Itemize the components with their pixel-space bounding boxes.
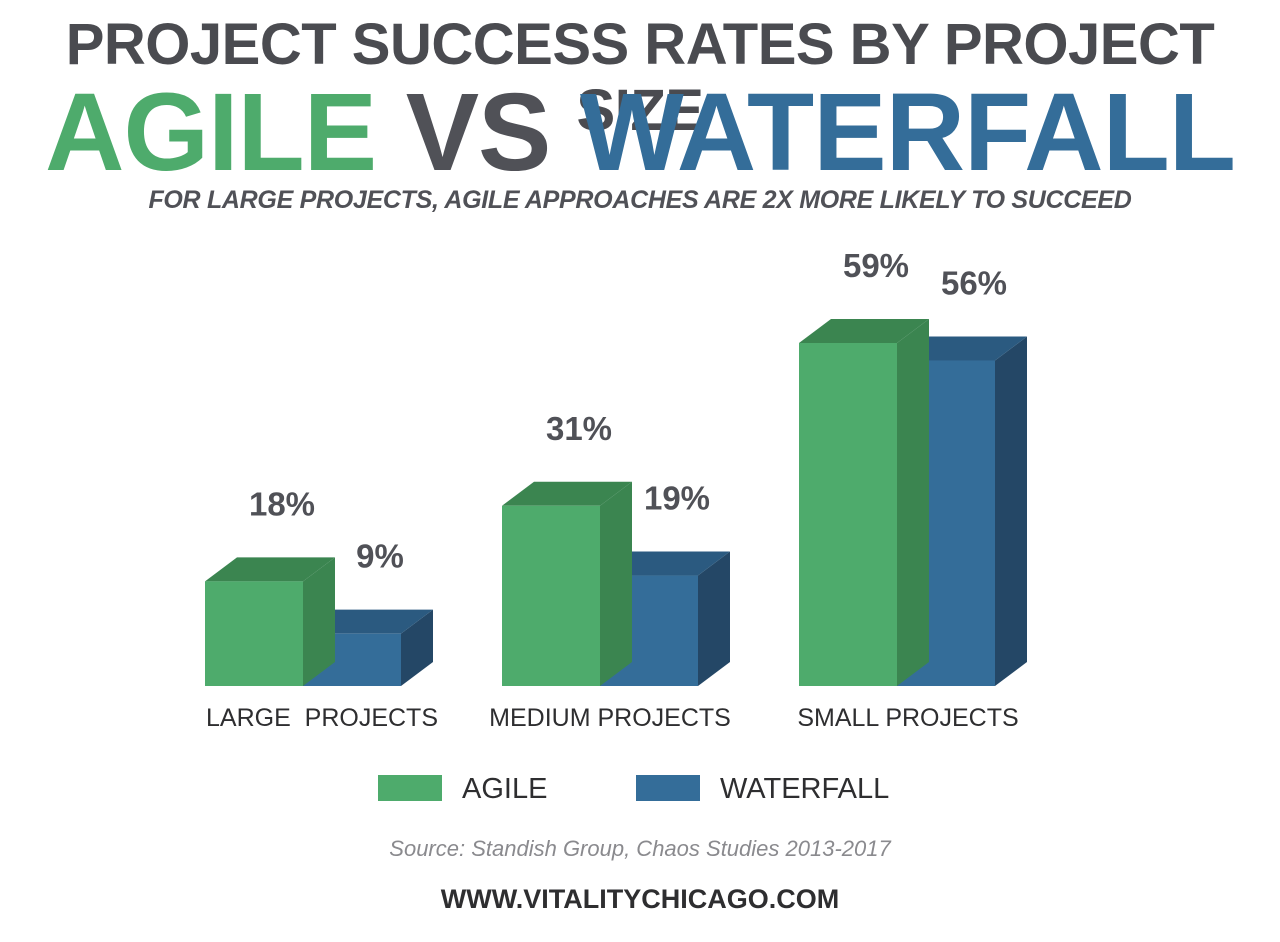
bar-top-waterfall-0: [303, 609, 433, 634]
bar-agile-1: [502, 505, 600, 686]
headline-waterfall: WATERFALL: [580, 71, 1236, 194]
legend-label-agile: AGILE: [462, 773, 548, 805]
value-label-waterfall-2: 56%: [941, 264, 1007, 301]
headline: AGILE VS WATERFALL: [0, 78, 1280, 188]
legend-swatch-agile: [378, 775, 442, 801]
value-label-agile-0: 18%: [249, 485, 315, 522]
bar-chart: 9% 18% LARGE PROJECTS 19% 31% MEDIUM PROJECTS…: [205, 247, 1027, 732]
bar-side-agile-2: [897, 319, 929, 686]
chart-subtitle: FOR LARGE PROJECTS, AGILE APPROACHES ARE…: [148, 186, 1132, 214]
value-label-waterfall-0: 9%: [356, 538, 404, 575]
bar-top-waterfall-1: [600, 551, 730, 576]
value-label-agile-1: 31%: [546, 410, 612, 447]
website-url: WWW.VITALITYCHICAGO.COM: [440, 884, 840, 914]
legend: AGILE WATERFALL: [0, 770, 1280, 810]
bar-agile-0: [205, 581, 303, 686]
bar-side-waterfall-0: [401, 609, 433, 686]
legend-swatch-waterfall: [636, 775, 700, 801]
value-label-waterfall-1: 19%: [644, 480, 710, 517]
bar-side-agile-1: [600, 481, 632, 686]
value-label-agile-2: 59%: [843, 247, 909, 284]
category-label-0: LARGE PROJECTS: [206, 704, 438, 732]
bar-top-agile-1: [502, 481, 632, 506]
bar-agile-2: [799, 343, 897, 686]
bar-top-waterfall-2: [897, 336, 1027, 361]
bar-top-agile-0: [205, 557, 335, 582]
chart-title: PROJECT SUCCESS RATES BY PROJECT SIZE: [65, 12, 1215, 143]
headline-agile: AGILE: [45, 71, 377, 194]
category-label-1: MEDIUM PROJECTS: [489, 704, 731, 732]
bar-side-waterfall-1: [698, 551, 730, 686]
legend-label-waterfall: WATERFALL: [720, 773, 890, 805]
bar-side-waterfall-2: [995, 336, 1027, 686]
bar-side-agile-0: [303, 557, 335, 686]
source-note: Source: Standish Group, Chaos Studies 20…: [389, 836, 891, 861]
headline-vs: VS: [405, 71, 552, 194]
bar-top-agile-2: [799, 319, 929, 343]
category-label-2: SMALL PROJECTS: [797, 704, 1018, 732]
